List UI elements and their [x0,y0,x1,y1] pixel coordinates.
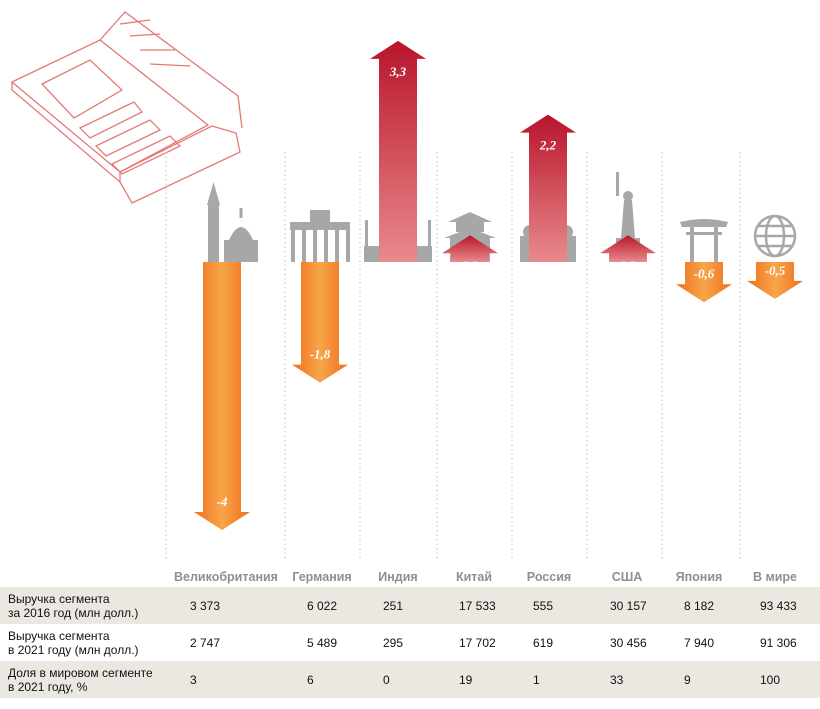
bar-3 [370,40,426,263]
table-row: Выручка сегмента в 2021 году (млн долл.) 2… [0,624,820,661]
table-cell: 19 [459,661,533,698]
category-label: Япония [676,570,723,584]
table-cell: 295 [383,635,404,650]
row-header: Выручка сегмента в 2021 году (млн долл.) [8,628,139,657]
category-label: Китай [456,570,492,584]
landmark-icons [207,172,797,262]
category-label: Россия [527,570,571,584]
globe-icon [753,214,797,258]
table-cell: 1 [533,661,610,698]
table-cell: 93 433 [760,587,820,624]
table-cell: 619 [533,635,554,650]
magazine-icon [10,11,243,204]
data-label-6: 0,2 [620,258,637,273]
table-cell: 30 456 [610,635,647,650]
column-dividers [165,152,741,560]
table-cell: 555 [533,587,610,624]
row-header: Доля в мировом сегменте в 2021 году, % [0,661,168,698]
category-labels: Великобритания Германия Индия Китай Россия СШ… [174,570,797,584]
table-cell: 6 [307,661,383,698]
table-cell: 3 373 [168,587,307,624]
table-cell: 251 [383,587,459,624]
bar-5 [520,114,576,262]
chart-bars: -4 -1,8 3,3 0,2 2,2 0,2 -0,6 -0,5 [194,40,803,530]
bar-6 [600,235,656,262]
category-label: Индия [378,570,417,584]
table-cell: 3 [168,661,307,698]
data-label-1: -4 [217,494,228,509]
table-cell: 100 [760,661,820,698]
table-cell: 30 157 [610,587,684,624]
data-table: Выручка сегмента за 2016 год (млн долл.) 3… [0,587,820,698]
table-cell: 33 [610,661,684,698]
table-cell: 91 306 [760,635,797,650]
table-cell: 17 533 [459,587,533,624]
table-row: Выручка сегмента за 2016 год (млн долл.) 3… [0,587,820,624]
table-cell: 8 182 [684,587,760,624]
brandenburg-gate-icon [290,210,350,262]
data-label-3: 3,3 [389,64,407,79]
bar-1 [194,262,250,530]
table-cell: 2 747 [190,635,221,650]
bar-2 [292,262,348,383]
data-label-7: -0,6 [694,266,715,281]
data-label-5: 2,2 [539,138,557,153]
row-header: Выручка сегмента за 2016 год (млн долл.) [0,587,168,624]
table-row: Доля в мировом сегменте в 2021 году, % 3 6 0… [0,661,820,698]
table-cell: 7 940 [684,635,715,650]
table-cell: 6 022 [307,587,383,624]
bar-8 [747,262,803,299]
table-cell: 5 489 [307,635,338,650]
chart: -4 -1,8 3,3 0,2 2,2 0,2 -0,6 -0,5 Великобритани… [10,11,803,584]
table-cell: 9 [684,661,760,698]
bar-4 [442,235,498,262]
data-label-2: -1,8 [310,347,331,362]
data-label-8: -0,5 [765,263,786,278]
table-cell: 0 [383,661,459,698]
category-label: США [612,570,643,584]
category-label: Германия [292,570,351,584]
data-label-4: 0,2 [462,258,479,273]
category-label: В мире [753,570,797,584]
bar-7 [676,262,732,303]
torii-gate-icon [680,219,728,262]
category-label: Великобритания [174,570,278,584]
big-ben-capitol-icon [207,182,258,262]
table-cell: 17 702 [459,635,496,650]
